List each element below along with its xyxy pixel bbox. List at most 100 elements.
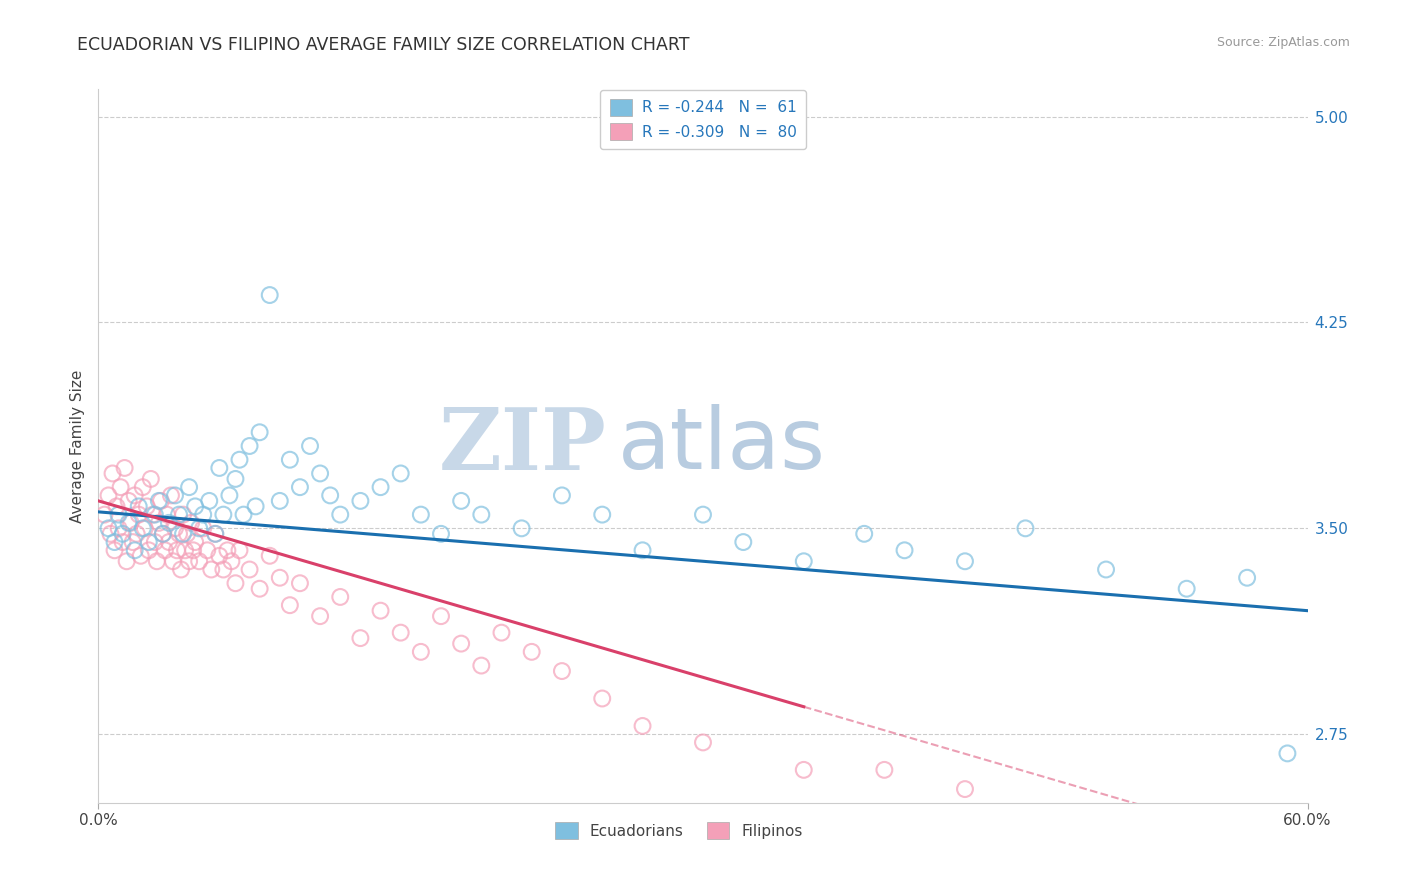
Point <box>259 549 281 563</box>
Point <box>118 494 141 508</box>
Point <box>107 508 129 522</box>
Point <box>409 645 432 659</box>
Point <box>631 543 654 558</box>
Point <box>430 526 453 541</box>
Point <box>491 625 513 640</box>
Point <box>174 543 197 558</box>
Point <box>389 625 412 640</box>
Point <box>121 535 143 549</box>
Point <box>132 480 155 494</box>
Point <box>1175 582 1198 596</box>
Point <box>551 664 574 678</box>
Point <box>188 521 211 535</box>
Point <box>97 521 120 535</box>
Point <box>349 631 371 645</box>
Point <box>148 516 170 530</box>
Point <box>105 500 128 514</box>
Point <box>793 763 815 777</box>
Point <box>1095 562 1118 576</box>
Point <box>97 488 120 502</box>
Point <box>224 576 246 591</box>
Point <box>470 658 492 673</box>
Point <box>692 508 714 522</box>
Point <box>111 526 134 541</box>
Point <box>893 543 915 558</box>
Text: Source: ZipAtlas.com: Source: ZipAtlas.com <box>1216 36 1350 49</box>
Point <box>193 508 215 522</box>
Point <box>162 554 184 568</box>
Point <box>1014 521 1036 535</box>
Text: ECUADORIAN VS FILIPINO AVERAGE FAMILY SIZE CORRELATION CHART: ECUADORIAN VS FILIPINO AVERAGE FAMILY SI… <box>77 36 690 54</box>
Point <box>139 472 162 486</box>
Point <box>551 488 574 502</box>
Point <box>591 691 613 706</box>
Point <box>157 516 180 530</box>
Point <box>128 508 150 522</box>
Point <box>309 609 332 624</box>
Point <box>450 637 472 651</box>
Point <box>212 508 235 522</box>
Point <box>129 549 152 563</box>
Point <box>249 425 271 440</box>
Point <box>278 452 301 467</box>
Point <box>143 535 166 549</box>
Point <box>170 562 193 576</box>
Point <box>138 535 160 549</box>
Point <box>692 735 714 749</box>
Point <box>149 494 172 508</box>
Point <box>269 494 291 508</box>
Point <box>329 508 352 522</box>
Point <box>288 480 311 494</box>
Point <box>217 543 239 558</box>
Point <box>259 288 281 302</box>
Point <box>212 562 235 576</box>
Point <box>167 508 190 522</box>
Point <box>152 526 174 541</box>
Text: atlas: atlas <box>619 404 827 488</box>
Point <box>103 535 125 549</box>
Point <box>115 554 138 568</box>
Point <box>793 554 815 568</box>
Point <box>520 645 543 659</box>
Point <box>208 549 231 563</box>
Point <box>193 521 215 535</box>
Point <box>239 562 262 576</box>
Point <box>179 480 201 494</box>
Point <box>153 543 176 558</box>
Point <box>389 467 412 481</box>
Point <box>228 543 250 558</box>
Point <box>138 543 160 558</box>
Point <box>370 480 392 494</box>
Point <box>232 508 254 522</box>
Point <box>195 543 218 558</box>
Point <box>184 535 207 549</box>
Point <box>142 508 165 522</box>
Point <box>114 461 136 475</box>
Point <box>110 480 132 494</box>
Point <box>135 500 157 514</box>
Point <box>204 526 226 541</box>
Point <box>228 452 250 467</box>
Legend: Ecuadorians, Filipinos: Ecuadorians, Filipinos <box>548 816 808 845</box>
Point <box>156 508 179 522</box>
Point <box>172 508 194 522</box>
Point <box>134 521 156 535</box>
Point <box>143 508 166 522</box>
Point <box>873 763 896 777</box>
Point <box>733 535 755 549</box>
Point <box>953 782 976 797</box>
Point <box>309 467 332 481</box>
Point <box>349 494 371 508</box>
Point <box>180 516 202 530</box>
Point <box>160 488 183 502</box>
Point <box>157 535 180 549</box>
Point <box>132 521 155 535</box>
Point <box>188 554 211 568</box>
Point <box>239 439 262 453</box>
Point <box>370 604 392 618</box>
Point <box>208 461 231 475</box>
Point <box>200 562 222 576</box>
Point <box>181 543 204 558</box>
Point <box>176 526 198 541</box>
Point <box>245 500 267 514</box>
